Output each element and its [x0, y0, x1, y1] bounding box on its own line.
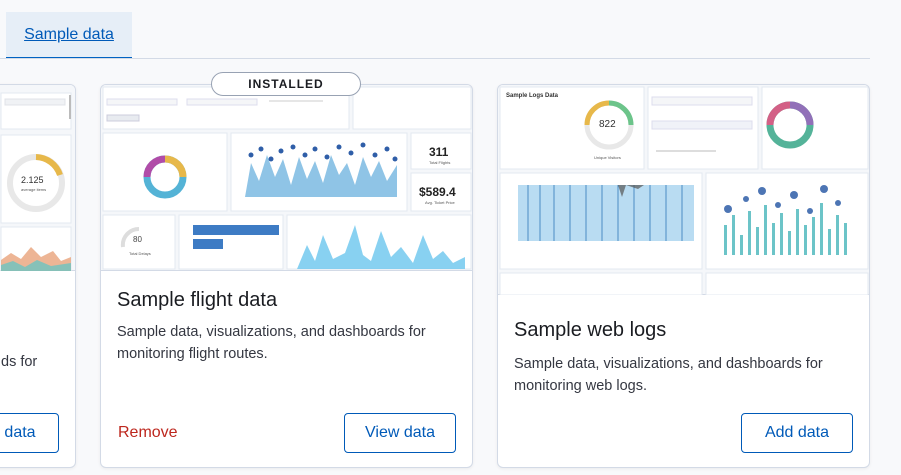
card-thumbnail-logs: Sample Logs Data 822 Unique Visitors — [498, 85, 869, 296]
card-title-logs: Sample web logs — [514, 319, 667, 341]
view-data-button-flights[interactable]: View data — [344, 413, 456, 453]
logs-visitors-caption: Unique Visitors — [594, 155, 621, 160]
installed-badge: INSTALLED — [211, 72, 361, 96]
flights-avg-price-caption: Avg. Ticket Price — [425, 200, 455, 205]
tab-sample-data-label: Sample data — [24, 25, 114, 43]
card-description-ecommerce: ds for — [1, 354, 38, 370]
sample-card-logs: Sample Logs Data 822 Unique Visitors Sam… — [497, 84, 870, 468]
add-data-button-ecommerce[interactable]: data — [0, 413, 59, 453]
logs-preview — [499, 86, 869, 296]
sample-card-flights: 311 Total Flights $589.4 Avg. Ticket Pri… — [100, 84, 473, 468]
flights-delays: 80 — [133, 235, 142, 244]
flights-avg-price: $589.4 — [419, 185, 456, 199]
card-thumbnail-flights: 311 Total Flights $589.4 Avg. Ticket Pri… — [101, 85, 472, 271]
logs-visitors: 822 — [599, 119, 616, 130]
tab-sample-data[interactable]: Sample data — [6, 12, 132, 59]
add-data-label: Add data — [764, 424, 830, 441]
add-data-label: data — [4, 424, 36, 441]
ecommerce-big-number: 2.125 — [21, 175, 44, 185]
view-data-label: View data — [365, 424, 435, 441]
card-description-flights: Sample data, visualizations, and dashboa… — [117, 324, 426, 362]
add-data-button-logs[interactable]: Add data — [741, 413, 853, 453]
flights-total-caption: Total Flights — [429, 160, 451, 165]
sample-card-ecommerce: 2.125 average items ds for data — [0, 84, 76, 468]
tab-bar: Sample data — [0, 0, 901, 60]
ecommerce-caption: average items — [21, 187, 47, 192]
logs-panel-title: Sample Logs Data — [506, 93, 559, 99]
flights-preview — [102, 86, 472, 270]
card-thumbnail-ecommerce: 2.125 average items — [0, 85, 75, 272]
flights-total: 311 — [429, 145, 449, 159]
remove-button-flights[interactable]: Remove — [118, 424, 178, 441]
tab-divider — [0, 58, 870, 59]
flights-delays-caption: Total Delays — [129, 251, 151, 256]
card-title-flights: Sample flight data — [117, 289, 278, 311]
ecommerce-preview — [0, 92, 72, 272]
card-description-logs: Sample data, visualizations, and dashboa… — [514, 356, 823, 394]
